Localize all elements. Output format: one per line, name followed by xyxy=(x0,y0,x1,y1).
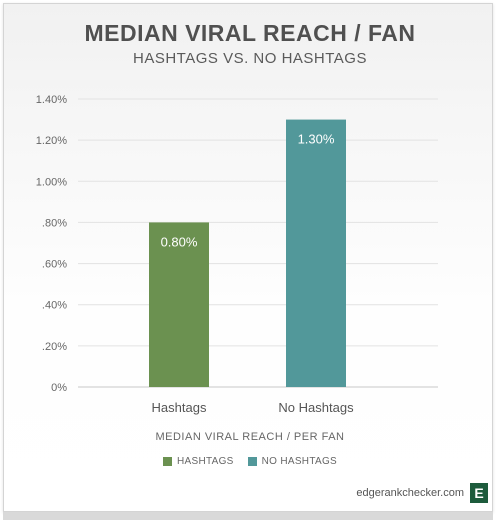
y-tick-label: .20% xyxy=(42,341,67,353)
x-tick-label: No Hashtags xyxy=(278,400,354,415)
legend-label-no-hashtags: NO HASHTAGS xyxy=(261,456,338,467)
y-tick-label: 1.00% xyxy=(36,176,67,188)
y-tick-label: 1.40% xyxy=(36,94,67,106)
brand-footer: edgerankchecker.com E xyxy=(356,483,488,503)
chart-subtitle: HASHTAGS VS. NO HASHTAGS xyxy=(133,50,367,67)
legend-swatch-hashtags xyxy=(162,457,172,466)
y-tick-label: 0% xyxy=(51,382,67,394)
brand-logo-icon: E xyxy=(470,483,488,503)
bar-data-label: 1.30% xyxy=(298,132,335,147)
y-tick-label: .60% xyxy=(42,259,67,271)
x-axis-label: MEDIAN VIRAL REACH / PER FAN xyxy=(155,431,345,443)
legend-item-hashtags: HASHTAGS xyxy=(162,456,234,467)
bar-data-label: 0.80% xyxy=(161,234,198,249)
legend-swatch-no-hashtags xyxy=(247,457,257,466)
chart-card xyxy=(3,3,493,512)
y-tick-label: .80% xyxy=(42,217,67,229)
y-tick-label: .40% xyxy=(42,300,67,312)
chart-legend: HASHTAGS NO HASHTAGS xyxy=(0,456,500,467)
bar-no-hashtags xyxy=(286,119,346,388)
legend-item-no-hashtags: NO HASHTAGS xyxy=(247,456,338,467)
brand-url: edgerankchecker.com xyxy=(356,487,464,499)
bar-chart-plot: 0% .20% .40% .60% .80% 1.00% 1.20% 1.40% 0.80% Ha… xyxy=(36,94,438,415)
x-tick-label: Hashtags xyxy=(152,400,207,415)
legend-label-hashtags: HASHTAGS xyxy=(176,456,234,467)
card-bottom-strip xyxy=(3,512,493,520)
y-tick-label: 1.20% xyxy=(36,135,67,147)
chart-title: MEDIAN VIRAL REACH / FAN xyxy=(84,20,416,46)
bar-hashtags xyxy=(149,222,209,387)
